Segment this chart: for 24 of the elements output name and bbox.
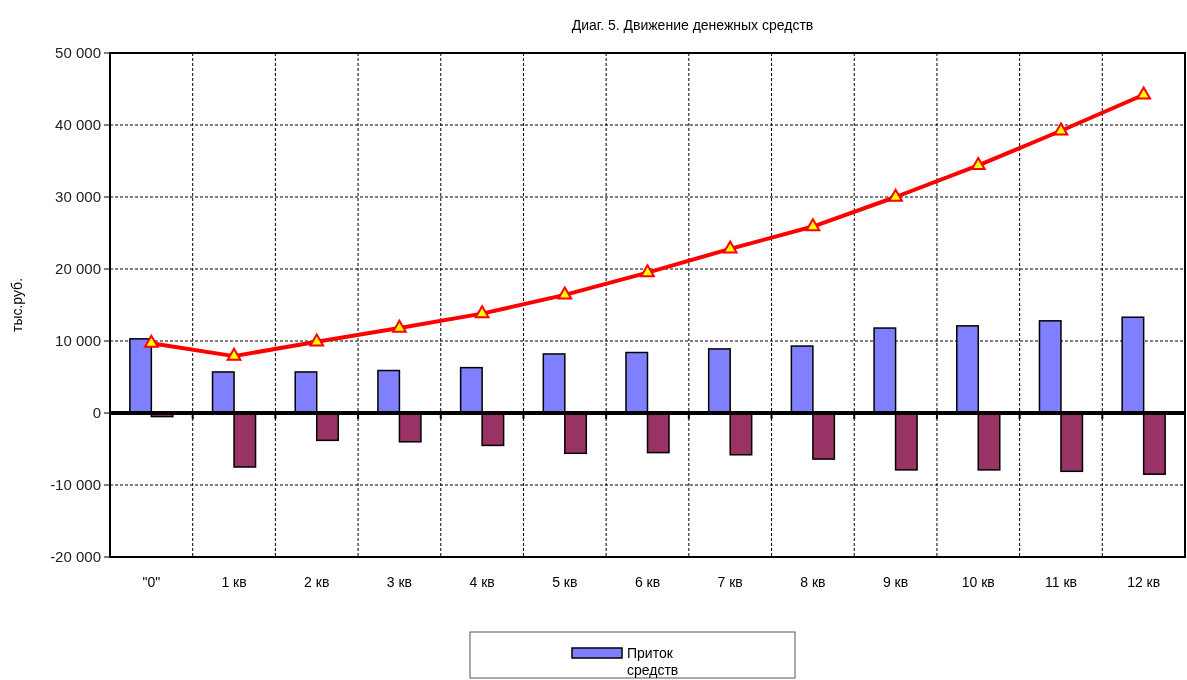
x-tick-label: 10 кв [961, 574, 995, 590]
y-tick-label: 30 000 [55, 188, 101, 206]
x-tick-label: 4 кв [469, 574, 495, 590]
x-tick-label: 1 кв [221, 574, 247, 590]
x-tick-label: 2 кв [304, 574, 330, 590]
legend-label: Приток средств [627, 645, 679, 678]
y-axis-title: тыс.руб. [9, 277, 25, 333]
y-tick-label: 40 000 [55, 116, 101, 134]
x-tick-label: "0" [142, 574, 161, 590]
y-tick-label: 20 000 [55, 260, 101, 278]
y-tick-label: 0 [92, 404, 101, 422]
x-tick-label: 3 кв [386, 574, 413, 590]
y-tick-label: -10 000 [50, 476, 101, 494]
chart-title: Диаг. 5. Движение денежных средств [571, 17, 814, 33]
x-tick-label: 11 кв [1044, 574, 1077, 590]
x-tick-label: 9 кв [882, 574, 909, 590]
x-tick-label: 7 кв [717, 574, 743, 590]
x-tick-label: 12 кв [1127, 574, 1161, 590]
y-tick-label: -20 000 [50, 548, 101, 566]
y-tick-label: 10 000 [55, 332, 101, 350]
x-tick-label: 6 кв [634, 574, 661, 590]
x-tick-label: 5 кв [552, 574, 578, 590]
x-tick-label: 8 кв [800, 574, 826, 590]
y-tick-label: 50 000 [55, 44, 101, 62]
